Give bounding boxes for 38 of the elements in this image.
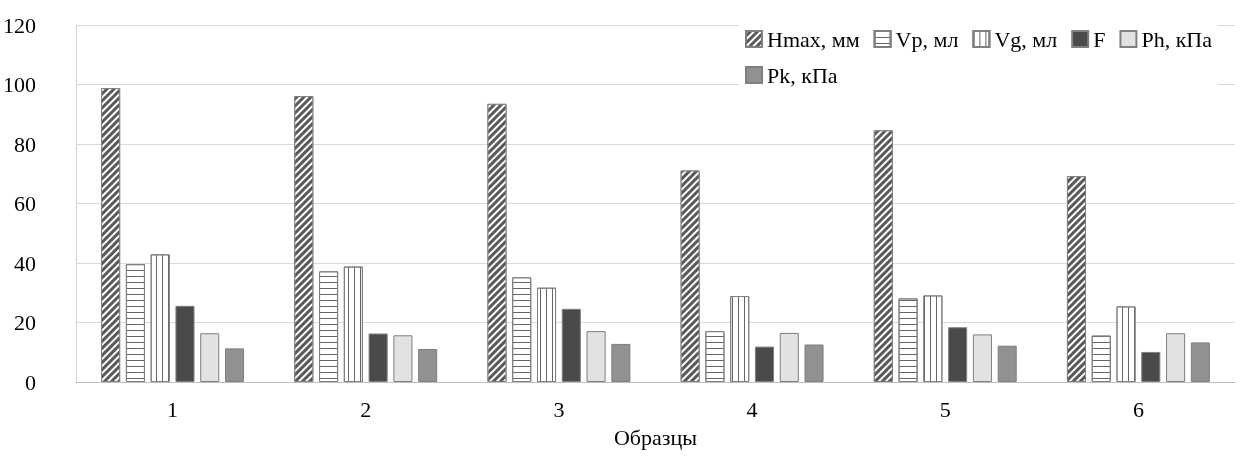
x-tick-label: 6: [1132, 396, 1144, 422]
y-tick-label: 100: [3, 72, 36, 97]
y-tick-label: 20: [14, 310, 36, 335]
bar: [175, 305, 195, 382]
x-tick-label: 5: [939, 396, 951, 422]
bar: [972, 334, 992, 382]
legend-label: F: [1093, 26, 1106, 52]
x-tick-label: 1: [167, 396, 179, 422]
bar: [997, 345, 1017, 382]
x-tick-label: 3: [553, 396, 565, 422]
bar: [1166, 333, 1186, 382]
y-tick-label: 60: [14, 191, 36, 216]
legend-label: Ph, кПа: [1141, 26, 1213, 52]
y-tick-label: 40: [14, 250, 36, 276]
bar: [418, 348, 438, 382]
legend-label: Pk, кПа: [767, 62, 838, 88]
bar: [200, 333, 220, 382]
bar: [586, 331, 606, 382]
legend-label: Vp, мл: [895, 26, 959, 52]
bar: [225, 348, 245, 382]
x-axis-title: Образцы: [613, 424, 698, 450]
bar: [779, 332, 799, 382]
bar: [754, 346, 774, 382]
legend-label: Hmax, мм: [767, 26, 860, 52]
y-tick-label: 0: [25, 369, 36, 395]
y-tick-label: 80: [14, 131, 36, 157]
x-tick-label: 4: [746, 396, 758, 422]
bar: [948, 327, 968, 382]
bar: [804, 344, 824, 382]
legend-label: Vg, мл: [994, 26, 1058, 52]
y-tick-label: 120: [3, 12, 36, 38]
bar: [1141, 351, 1161, 382]
bar: [611, 343, 631, 382]
bar: [368, 333, 388, 382]
x-tick-label: 2: [360, 396, 372, 422]
bar: [393, 335, 413, 382]
bar: [1190, 342, 1210, 382]
bar: [561, 308, 581, 382]
